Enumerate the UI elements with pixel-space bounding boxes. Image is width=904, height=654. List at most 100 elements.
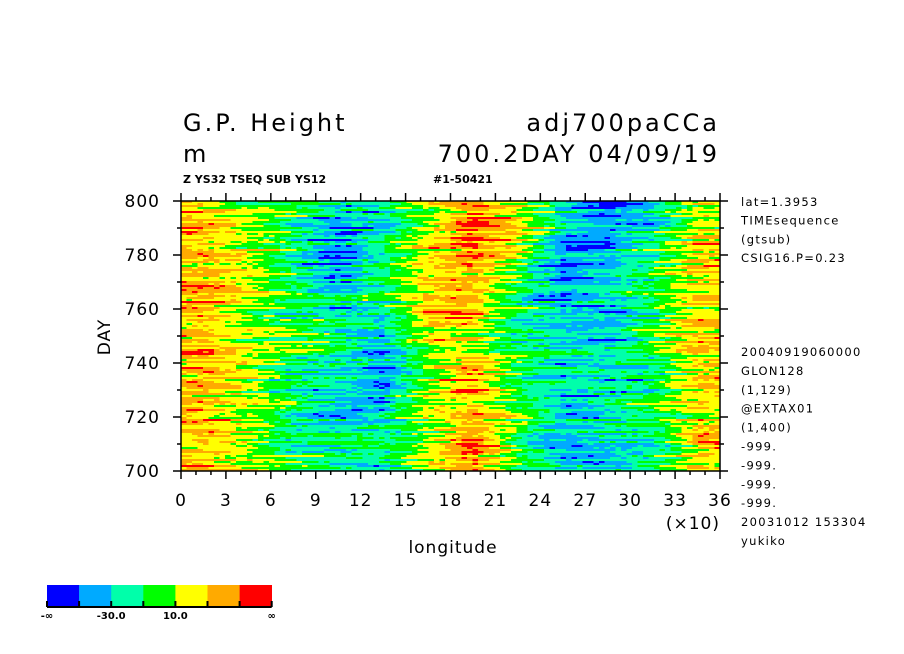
heatmap-cell <box>324 285 330 288</box>
heatmap-cell <box>241 287 248 290</box>
heatmap-cell <box>527 261 534 264</box>
heatmap-cell <box>527 223 534 226</box>
heatmap-cell <box>197 209 204 212</box>
heatmap-cell <box>219 291 226 294</box>
heatmap-cell <box>236 255 242 258</box>
heatmap-cell <box>269 261 275 264</box>
heatmap-cell <box>478 221 484 224</box>
heatmap-cell <box>241 275 248 278</box>
heatmap-cell <box>665 295 671 298</box>
heatmap-cell <box>582 251 589 254</box>
heatmap-cell <box>687 207 693 210</box>
heatmap-cell <box>544 301 550 304</box>
heatmap-cell <box>555 243 561 246</box>
heatmap-cell <box>351 213 358 216</box>
heatmap-cell <box>296 273 303 276</box>
heatmap-cell <box>626 207 633 210</box>
heatmap-cell <box>247 279 253 282</box>
heatmap-cell <box>588 297 594 300</box>
heatmap-cell <box>346 279 352 282</box>
heatmap-cell <box>373 293 380 296</box>
heatmap-cell <box>362 247 369 250</box>
heatmap-cell <box>186 279 193 282</box>
heatmap-cell <box>203 245 209 248</box>
heatmap-cell <box>318 283 325 286</box>
heatmap-cell <box>384 293 391 296</box>
heatmap-cell <box>258 223 264 226</box>
heatmap-cell <box>681 259 688 262</box>
heatmap-cell <box>456 285 462 288</box>
heatmap-cell <box>450 275 457 278</box>
heatmap-cell <box>681 297 688 300</box>
heatmap-cell <box>390 233 396 236</box>
heatmap-cell <box>687 221 693 224</box>
heatmap-cell <box>274 203 281 206</box>
heatmap-cell <box>516 275 523 278</box>
heatmap-cell <box>571 293 578 296</box>
heatmap-cell <box>654 235 660 238</box>
heatmap-cell <box>401 245 407 248</box>
heatmap-cell <box>241 299 248 302</box>
heatmap-cell <box>676 291 682 294</box>
heatmap-cell <box>566 253 572 256</box>
heatmap-cell <box>500 295 506 298</box>
heatmap-cell <box>428 215 435 218</box>
heatmap-cell <box>538 247 545 250</box>
heatmap-cell <box>395 215 402 218</box>
heatmap-cell <box>225 221 231 224</box>
heatmap-cell <box>346 301 352 304</box>
heatmap-cell <box>549 241 556 244</box>
heatmap-cell <box>582 219 589 222</box>
heatmap-cell <box>703 277 710 280</box>
heatmap-cell <box>676 277 682 280</box>
heatmap-cell <box>544 237 550 240</box>
heatmap-cell <box>709 261 715 264</box>
heatmap-cell <box>329 257 336 260</box>
heatmap-cell <box>577 263 583 266</box>
heatmap-cell <box>588 247 594 250</box>
heatmap-cell <box>247 263 253 266</box>
heatmap-cell <box>571 237 578 240</box>
heatmap-cell <box>269 227 275 230</box>
heatmap-cell <box>714 255 721 258</box>
heatmap-cell <box>324 223 330 226</box>
heatmap-cell <box>593 259 600 262</box>
heatmap-cell <box>324 269 330 272</box>
heatmap-cell <box>192 209 198 212</box>
heatmap-cell <box>621 251 627 254</box>
heatmap-cell <box>230 205 237 208</box>
heatmap-cell <box>401 279 407 282</box>
heatmap-cell <box>593 209 600 212</box>
heatmap-cell <box>197 267 204 270</box>
heatmap-cell <box>395 201 402 204</box>
heatmap-cell <box>544 263 550 266</box>
heatmap-cell <box>467 249 473 252</box>
heatmap-cell <box>472 245 479 248</box>
heatmap-cell <box>269 201 275 204</box>
heatmap-cell <box>214 257 220 260</box>
heatmap-cell <box>670 269 677 272</box>
heatmap-cell <box>538 301 545 304</box>
heatmap-cell <box>384 201 391 204</box>
heatmap-cell <box>456 265 462 268</box>
heatmap-cell <box>472 241 479 244</box>
heatmap-cell <box>654 283 660 286</box>
heatmap-cell <box>307 283 314 286</box>
heatmap-cell <box>324 219 330 222</box>
heatmap-cell <box>340 265 347 268</box>
heatmap-cell <box>566 257 572 260</box>
heatmap-cell <box>588 239 594 242</box>
heatmap-cell <box>329 259 336 262</box>
heatmap-cell <box>698 247 704 250</box>
heatmap-cell <box>670 267 677 270</box>
heatmap-cell <box>263 291 270 294</box>
heatmap-cell <box>434 221 440 224</box>
heatmap-cell <box>247 245 253 248</box>
heatmap-cell <box>258 279 264 282</box>
heatmap-cell <box>648 211 655 214</box>
heatmap-cell <box>522 219 528 222</box>
heatmap-cell <box>560 297 567 300</box>
heatmap-cell <box>280 209 286 212</box>
heatmap-cell <box>390 223 396 226</box>
heatmap-cell <box>208 253 215 256</box>
